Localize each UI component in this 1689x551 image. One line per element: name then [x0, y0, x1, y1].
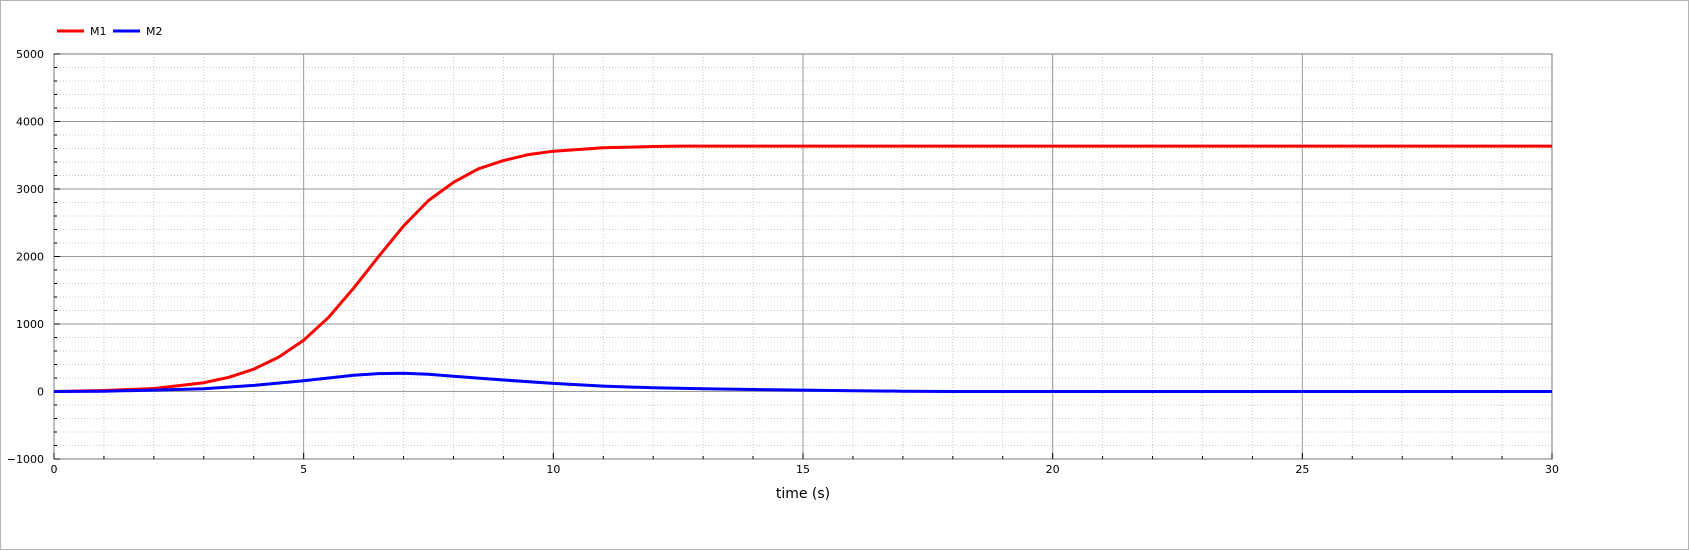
y-tick-label: 2000	[16, 251, 44, 264]
x-tick-labels: 0 5 10 15 20 25 30	[51, 463, 1560, 476]
x-tick-label: 5	[300, 463, 307, 476]
y-tick-label: 4000	[16, 116, 44, 129]
x-tick-label: 20	[1046, 463, 1060, 476]
y-tick-labels: −1000 0 1000 2000 3000 4000 5000	[7, 48, 44, 466]
series-line-m2	[53, 371, 1552, 393]
y-tick-label: 5000	[16, 48, 44, 61]
series-line-m1	[53, 144, 1552, 393]
y-tick-label: 0	[37, 386, 44, 399]
x-tick-label: 0	[51, 463, 58, 476]
y-tick-label: −1000	[7, 453, 44, 466]
legend: M1 M2	[57, 25, 163, 38]
x-tick-label: 10	[546, 463, 560, 476]
x-axis-title: time (s)	[776, 486, 830, 502]
y-tick-label: 3000	[16, 183, 44, 196]
y-tick-label: 1000	[16, 318, 44, 331]
legend-label-m2: M2	[146, 25, 163, 38]
axis-ticks	[53, 53, 1553, 460]
series-layer	[53, 144, 1552, 393]
x-tick-label: 30	[1545, 463, 1559, 476]
legend-label-m1: M1	[90, 25, 107, 38]
major-grid	[54, 54, 1552, 459]
x-tick-label: 25	[1295, 463, 1309, 476]
x-tick-label: 15	[796, 463, 810, 476]
